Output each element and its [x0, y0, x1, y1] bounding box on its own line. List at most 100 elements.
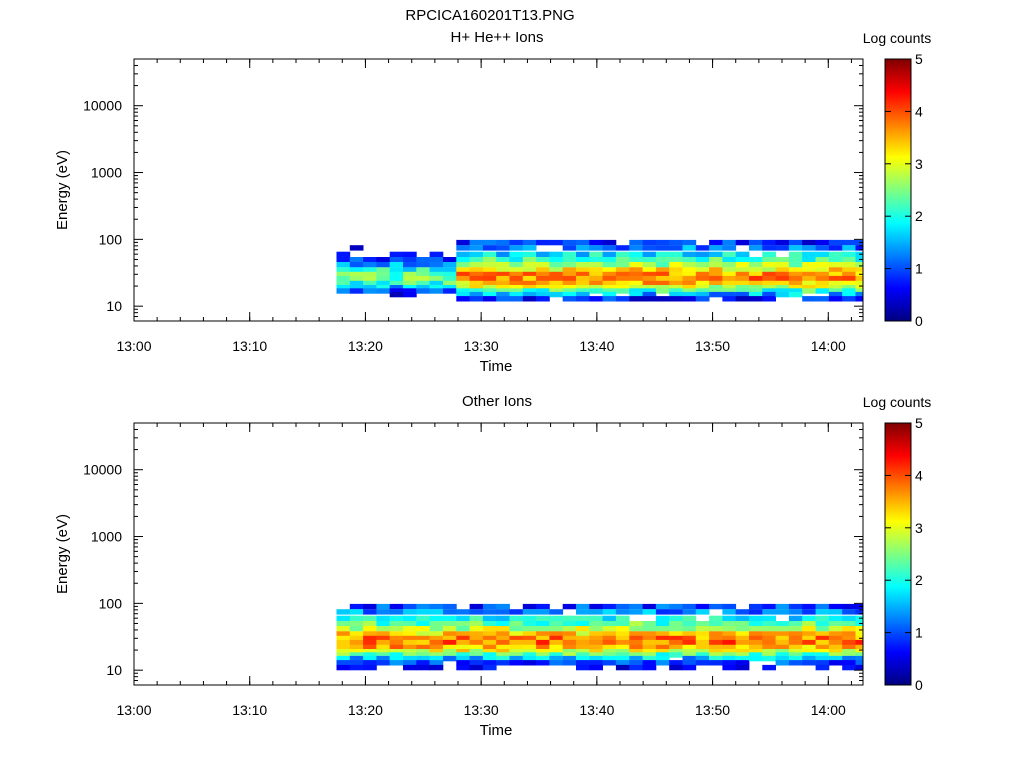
- heatmap-cell: [469, 639, 484, 646]
- heatmap-cell: [709, 291, 723, 298]
- heatmap-cell: [642, 664, 657, 671]
- heatmap-cell: [709, 655, 723, 662]
- heatmap-cell: [762, 257, 776, 263]
- heatmap-cell: [815, 631, 830, 637]
- heatmap-cell: [509, 631, 524, 637]
- heatmap-cell: [749, 271, 763, 278]
- heatmap-cell: [788, 644, 803, 651]
- heatmap-cell: [496, 603, 510, 610]
- colorbar-tick-label: 0: [915, 313, 923, 329]
- heatmap-cell: [629, 609, 643, 615]
- heatmap-cell: [749, 631, 763, 637]
- heatmap-cell: [363, 652, 377, 658]
- heatmap-cell: [815, 603, 830, 610]
- heatmap-cell: [496, 275, 510, 282]
- heatmap-cell: [695, 621, 710, 627]
- heatmap-cell: [602, 626, 617, 632]
- heatmap-cell: [602, 267, 617, 273]
- heatmap-cell: [496, 296, 510, 302]
- heatmap-cell: [429, 288, 444, 294]
- heatmap-cell: [722, 262, 737, 268]
- heatmap-cell: [522, 285, 537, 291]
- heatmap-cell: [749, 291, 763, 298]
- heatmap-cell: [562, 245, 577, 251]
- heatmap-cell: [815, 635, 830, 642]
- heatmap-cell: [416, 652, 430, 658]
- heatmap-cell: [642, 245, 657, 251]
- heatmap-cell: [376, 626, 391, 632]
- heatmap-cell: [775, 609, 790, 615]
- heatmap-cell: [775, 649, 790, 655]
- heatmap-cell: [363, 262, 377, 268]
- heatmap-cell: [722, 271, 737, 278]
- heatmap-cell: [349, 262, 364, 268]
- heatmap-cell: [749, 285, 763, 291]
- heatmap-cell: [549, 251, 564, 258]
- heatmap-cell: [549, 655, 564, 662]
- heatmap-cell: [522, 621, 537, 627]
- heatmap-cell: [509, 655, 524, 662]
- heatmap-cell: [522, 275, 537, 282]
- heatmap-cell: [363, 649, 377, 655]
- heatmap-cell: [469, 288, 484, 294]
- heatmap-cell: [842, 291, 856, 298]
- heatmap-cell: [602, 615, 617, 622]
- heatmap-cell: [576, 245, 590, 251]
- heatmap-cell: [815, 664, 830, 671]
- heatmap-cell: [589, 285, 603, 291]
- heatmap-cell: [735, 296, 750, 302]
- heatmap-cell: [416, 649, 430, 655]
- heatmap-cell: [669, 660, 683, 666]
- heatmap-cell: [615, 631, 630, 637]
- heatmap-cell: [469, 280, 484, 287]
- heatmap-cell: [815, 245, 830, 251]
- heatmap-cell: [722, 257, 737, 263]
- heatmap-cell: [655, 280, 670, 287]
- heatmap-cell: [416, 285, 430, 291]
- heatmap-cell: [429, 251, 444, 258]
- heatmap-cell: [522, 267, 537, 273]
- heatmap-cell: [669, 239, 683, 246]
- heatmap-cell: [429, 275, 444, 282]
- heatmap-cell: [576, 655, 590, 662]
- heatmap-cell: [522, 239, 537, 246]
- heatmap-cell: [629, 652, 643, 658]
- heatmap-cell: [349, 609, 364, 615]
- heatmap-cell: [389, 291, 404, 298]
- heatmap-cell: [496, 631, 510, 637]
- heatmap-cell: [762, 603, 776, 610]
- heatmap-cell: [576, 652, 590, 658]
- colorbar-tick-label: 0: [915, 677, 923, 693]
- heatmap-cell: [815, 626, 830, 632]
- heatmap-cell: [682, 609, 697, 615]
- heatmap-cell: [788, 267, 803, 273]
- heatmap-cell: [855, 609, 864, 615]
- heatmap-cell: [389, 280, 404, 287]
- heatmap-cell: [549, 275, 564, 282]
- heatmap-cell: [349, 639, 364, 646]
- heatmap-cell: [602, 285, 617, 291]
- heatmap-cell: [655, 603, 670, 610]
- heatmap-cell: [482, 257, 497, 263]
- heatmap-cell: [576, 239, 590, 246]
- panel-title: Other Ions: [462, 393, 532, 410]
- heatmap-cell: [735, 621, 750, 627]
- heatmap-cell: [709, 267, 723, 273]
- heatmap-cell: [615, 245, 630, 251]
- heatmap-cell: [828, 271, 843, 278]
- heatmap-cell: [482, 639, 497, 646]
- heatmap-cell: [522, 644, 537, 651]
- heatmap-cell: [722, 635, 737, 642]
- heatmap-cell: [802, 603, 816, 610]
- heatmap-cell: [722, 621, 737, 627]
- heatmap-cell: [496, 271, 510, 278]
- heatmap-cell: [629, 257, 643, 263]
- heatmap-cell: [469, 262, 484, 268]
- heatmap-cell: [815, 251, 830, 258]
- heatmap-cell: [629, 271, 643, 278]
- heatmap-cell: [642, 251, 657, 258]
- heatmap-cell: [336, 257, 351, 263]
- heatmap-cell: [802, 649, 816, 655]
- heatmap-cell: [695, 609, 710, 615]
- heatmap-cell: [349, 603, 364, 610]
